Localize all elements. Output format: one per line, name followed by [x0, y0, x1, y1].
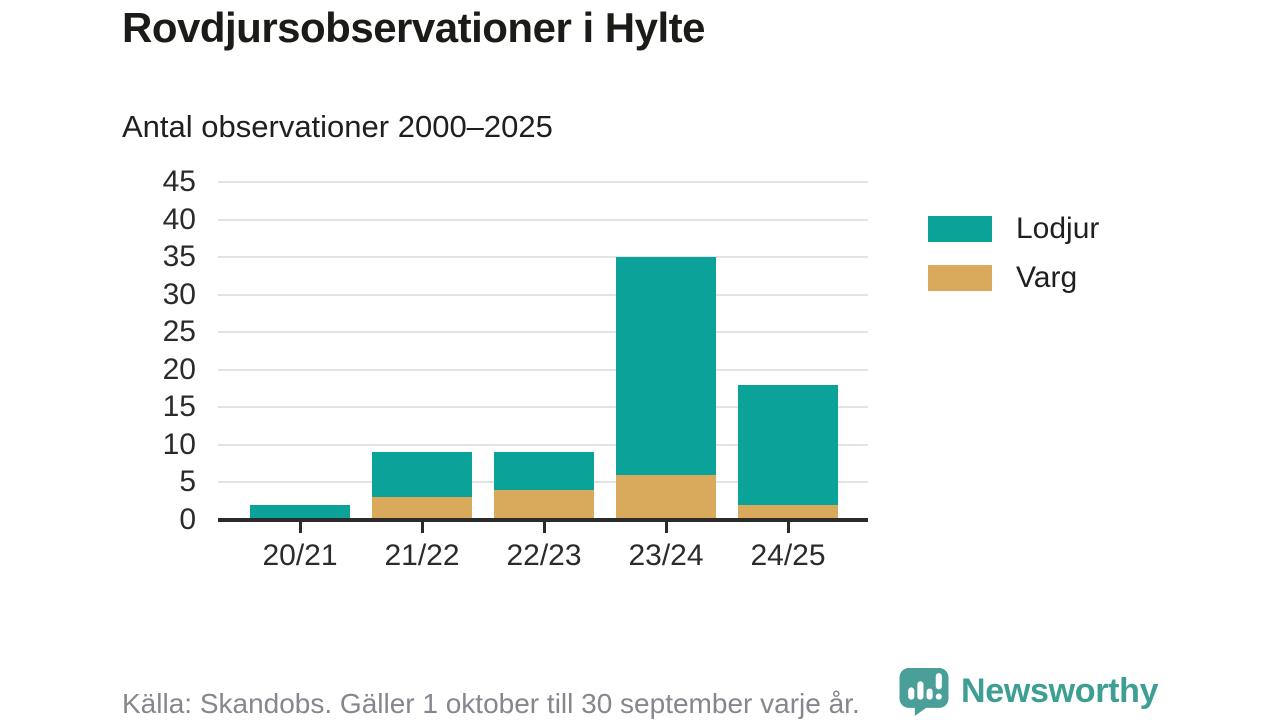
gridline-30 — [218, 293, 868, 296]
bar-22-23 — [494, 452, 594, 520]
legend-item-lodjur: Lodjur — [928, 214, 1099, 244]
legend-item-varg: Varg — [928, 263, 1099, 293]
x-axis-tick-20-21 — [298, 522, 302, 533]
gridline-45 — [218, 181, 868, 183]
x-axis-tick-24-25 — [786, 522, 790, 533]
x-axis-label-24-25: 24/25 — [750, 539, 826, 572]
newsworthy-brand: Newsworthy — [897, 667, 1159, 716]
newsworthy-logo-icon — [899, 668, 949, 716]
bar-segment-varg-23-24 — [616, 474, 716, 520]
x-axis-tick-22-23 — [542, 522, 546, 533]
y-axis-tick-label-30: 30 — [162, 277, 196, 311]
logo-bar-3 — [926, 688, 933, 700]
logo-bar-2 — [917, 681, 924, 700]
logo-exclamation-dot — [935, 693, 942, 700]
bar-segment-lodjur-24-25 — [738, 384, 838, 505]
legend-swatch-varg — [928, 265, 992, 291]
logo-exclamation-bar — [935, 673, 942, 690]
gridline-40 — [218, 218, 868, 221]
y-axis-tick-label-45: 45 — [162, 165, 196, 198]
legend-label-varg: Varg — [1016, 261, 1078, 294]
x-axis-tick-23-24 — [664, 522, 668, 533]
x-axis-label-20-21: 20/21 — [262, 539, 338, 572]
gridline-20 — [218, 368, 868, 371]
legend-label-lodjur: Lodjur — [1016, 212, 1100, 245]
y-axis: 0 5 10 15 20 25 30 35 40 45 — [110, 167, 196, 535]
y-axis-tick-label-5: 5 — [179, 465, 196, 499]
bar-segment-varg-22-23 — [494, 489, 594, 520]
x-axis-label-23-24: 23/24 — [628, 539, 704, 572]
bar-segment-varg-24-25 — [738, 504, 838, 520]
gridline-15 — [218, 406, 868, 409]
bar-segment-varg-21-22 — [372, 497, 472, 520]
y-axis-tick-label-15: 15 — [162, 390, 196, 424]
source-note: Källa: Skandobs. Gäller 1 oktober till 3… — [122, 688, 860, 719]
x-axis-tick-21-22 — [420, 522, 424, 533]
bar-segment-lodjur-23-24 — [616, 257, 716, 475]
bar-segment-lodjur-20-21 — [250, 504, 350, 520]
x-axis-line — [218, 518, 868, 522]
newsworthy-wordmark: Newsworthy — [961, 672, 1159, 710]
y-axis-tick-label-0: 0 — [179, 503, 196, 536]
gridline-25 — [218, 331, 868, 334]
y-axis-tick-label-10: 10 — [162, 427, 196, 461]
chart-title: Rovdjursobservationer i Hylte — [122, 4, 706, 51]
logo-bar-1 — [908, 687, 915, 700]
y-axis-tick-label-35: 35 — [162, 240, 196, 274]
gridline-10 — [218, 443, 868, 446]
bar-21-22 — [372, 452, 472, 520]
bar-23-24 — [616, 257, 716, 520]
gridline-35 — [218, 256, 868, 259]
legend-swatch-lodjur — [928, 216, 992, 242]
y-axis-tick-label-20: 20 — [162, 352, 196, 386]
y-axis-tick-label-25: 25 — [162, 315, 196, 349]
plot-area — [218, 181, 868, 533]
bar-segment-lodjur-22-23 — [494, 452, 594, 490]
bar-24-25 — [738, 384, 838, 520]
bar-segment-lodjur-21-22 — [372, 452, 472, 498]
legend: Lodjur Varg — [928, 214, 1099, 293]
y-axis-tick-label-40: 40 — [162, 202, 196, 236]
x-axis: 20/21 21/22 22/23 23/24 24/25 — [218, 541, 868, 581]
x-axis-label-22-23: 22/23 — [506, 539, 582, 572]
x-axis-label-21-22: 21/22 — [384, 539, 460, 572]
chart-subtitle: Antal observationer 2000–2025 — [122, 109, 553, 144]
bar-20-21 — [250, 504, 350, 520]
